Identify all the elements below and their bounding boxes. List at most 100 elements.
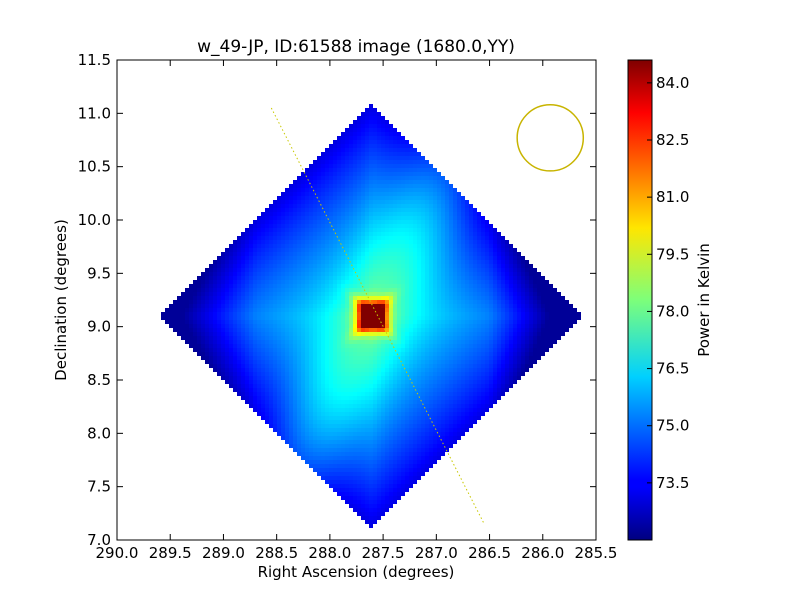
heatmap-cell (353, 216, 357, 220)
heatmap-cell (357, 144, 361, 148)
heatmap-cell (285, 292, 289, 296)
heatmap-cell (213, 288, 217, 292)
heatmap-cell (241, 336, 245, 340)
heatmap-cell (229, 328, 233, 332)
heatmap-cell (497, 280, 501, 284)
heatmap-cell (393, 140, 397, 144)
heatmap-cell (381, 256, 385, 260)
heatmap-cell (445, 344, 449, 348)
heatmap-cell (449, 288, 453, 292)
heatmap-cell (281, 284, 285, 288)
heatmap-cell (377, 236, 381, 240)
heatmap-cell (189, 304, 193, 308)
heatmap-cell (333, 256, 337, 260)
heatmap-cell (205, 316, 209, 320)
heatmap-cell (413, 224, 417, 228)
heatmap-cell (445, 356, 449, 360)
heatmap-cell (361, 168, 365, 172)
heatmap-cell (321, 196, 325, 200)
heatmap-cell (477, 248, 481, 252)
heatmap-cell (289, 408, 293, 412)
heatmap-cell (361, 220, 365, 224)
heatmap-cell (461, 284, 465, 288)
heatmap-cell (521, 320, 525, 324)
heatmap-cell (317, 284, 321, 288)
heatmap-cell (301, 340, 305, 344)
heatmap-cell (461, 412, 465, 416)
heatmap-cell (297, 348, 301, 352)
heatmap-cell (373, 304, 377, 308)
heatmap-cell (485, 324, 489, 328)
heatmap-cell (221, 332, 225, 336)
heatmap-cell (465, 256, 469, 260)
heatmap-cell (357, 264, 361, 268)
heatmap-cell (297, 284, 301, 288)
heatmap-cell (433, 200, 437, 204)
heatmap-cell (469, 420, 473, 424)
heatmap-cell (417, 424, 421, 428)
heatmap-cell (225, 264, 229, 268)
heatmap-cell (505, 264, 509, 268)
heatmap-cell (405, 424, 409, 428)
heatmap-cell (313, 328, 317, 332)
heatmap-cell (241, 360, 245, 364)
heatmap-cell (365, 424, 369, 428)
heatmap-cell (305, 264, 309, 268)
heatmap-cell (309, 232, 313, 236)
heatmap-cell (389, 220, 393, 224)
heatmap-cell (233, 280, 237, 284)
heatmap-cell (485, 344, 489, 348)
heatmap-cell (469, 224, 473, 228)
heatmap-cell (309, 196, 313, 200)
heatmap-cell (345, 296, 349, 300)
heatmap-cell (377, 172, 381, 176)
heatmap-cell (269, 392, 273, 396)
heatmap-cell (213, 316, 217, 320)
heatmap-cell (229, 312, 233, 316)
heatmap-cell (313, 208, 317, 212)
heatmap-cell (221, 324, 225, 328)
heatmap-cell (337, 160, 341, 164)
heatmap-cell (321, 400, 325, 404)
heatmap-cell (233, 264, 237, 268)
heatmap-cell (377, 164, 381, 168)
heatmap-cell (345, 372, 349, 376)
heatmap-cell (529, 336, 533, 340)
heatmap-cell (505, 324, 509, 328)
heatmap-cell (413, 308, 417, 312)
heatmap-cell (493, 320, 497, 324)
heatmap-cell (265, 300, 269, 304)
heatmap-cell (513, 332, 517, 336)
heatmap-cell (245, 252, 249, 256)
heatmap-cell (461, 312, 465, 316)
heatmap-cell (493, 236, 497, 240)
heatmap-cell (565, 308, 569, 312)
heatmap-cell (377, 140, 381, 144)
heatmap-cell (377, 244, 381, 248)
heatmap-cell (497, 364, 501, 368)
heatmap-cell (473, 404, 477, 408)
heatmap-cell (433, 356, 437, 360)
heatmap-cell (393, 248, 397, 252)
heatmap-cell (213, 312, 217, 316)
heatmap-cell (461, 232, 465, 236)
heatmap-cell (353, 368, 357, 372)
heatmap-cell (397, 324, 401, 328)
heatmap-cell (429, 364, 433, 368)
heatmap-cell (429, 408, 433, 412)
heatmap-cell (293, 380, 297, 384)
heatmap-cell (509, 260, 513, 264)
heatmap-cell (501, 264, 505, 268)
heatmap-cell (373, 180, 377, 184)
heatmap-cell (277, 220, 281, 224)
heatmap-cell (289, 208, 293, 212)
heatmap-cell (261, 272, 265, 276)
heatmap-cell (321, 412, 325, 416)
heatmap-cell (349, 328, 353, 332)
heatmap-cell (357, 200, 361, 204)
heatmap-cell (245, 392, 249, 396)
heatmap-cell (409, 396, 413, 400)
heatmap-cell (433, 288, 437, 292)
heatmap-cell (497, 388, 501, 392)
heatmap-cell (421, 236, 425, 240)
